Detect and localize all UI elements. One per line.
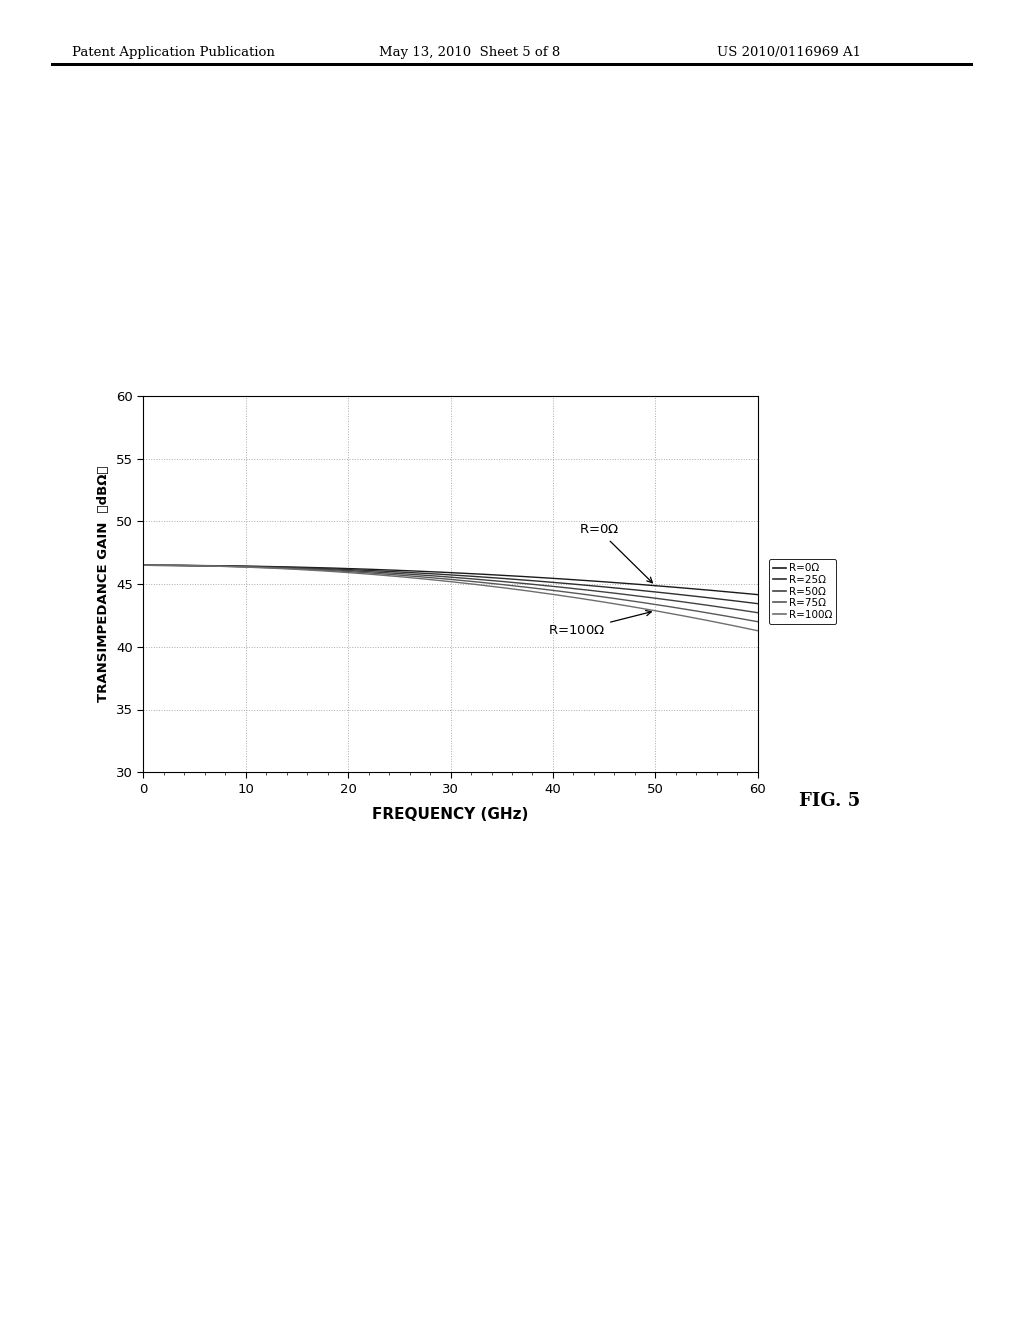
Text: R=0$\Omega$: R=0$\Omega$ — [579, 524, 652, 582]
Text: May 13, 2010  Sheet 5 of 8: May 13, 2010 Sheet 5 of 8 — [379, 46, 560, 59]
X-axis label: FREQUENCY (GHz): FREQUENCY (GHz) — [373, 807, 528, 822]
Text: R=100$\Omega$: R=100$\Omega$ — [548, 611, 651, 638]
Text: US 2010/0116969 A1: US 2010/0116969 A1 — [717, 46, 861, 59]
Text: Patent Application Publication: Patent Application Publication — [72, 46, 274, 59]
Legend: R=0Ω, R=25Ω, R=50Ω, R=75Ω, R=100Ω: R=0Ω, R=25Ω, R=50Ω, R=75Ω, R=100Ω — [769, 560, 837, 624]
Y-axis label: TRANSIMPEDANCE GAIN  （dBΩ）: TRANSIMPEDANCE GAIN （dBΩ） — [97, 466, 111, 702]
Text: FIG. 5: FIG. 5 — [799, 792, 860, 810]
